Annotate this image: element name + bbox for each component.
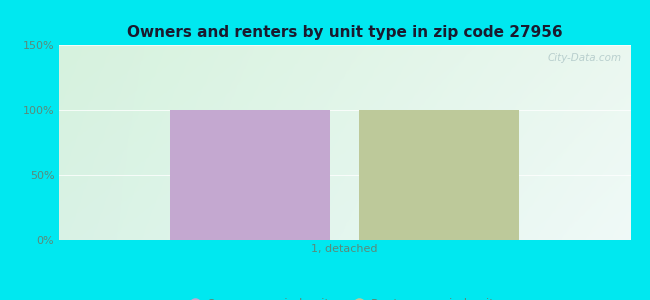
Title: Owners and renters by unit type in zip code 27956: Owners and renters by unit type in zip c… bbox=[127, 25, 562, 40]
Text: City-Data.com: City-Data.com bbox=[548, 53, 622, 63]
Bar bbox=[359, 110, 519, 240]
Bar bbox=[170, 110, 330, 240]
Legend: Owner occupied units, Renter occupied units: Owner occupied units, Renter occupied un… bbox=[185, 294, 504, 300]
